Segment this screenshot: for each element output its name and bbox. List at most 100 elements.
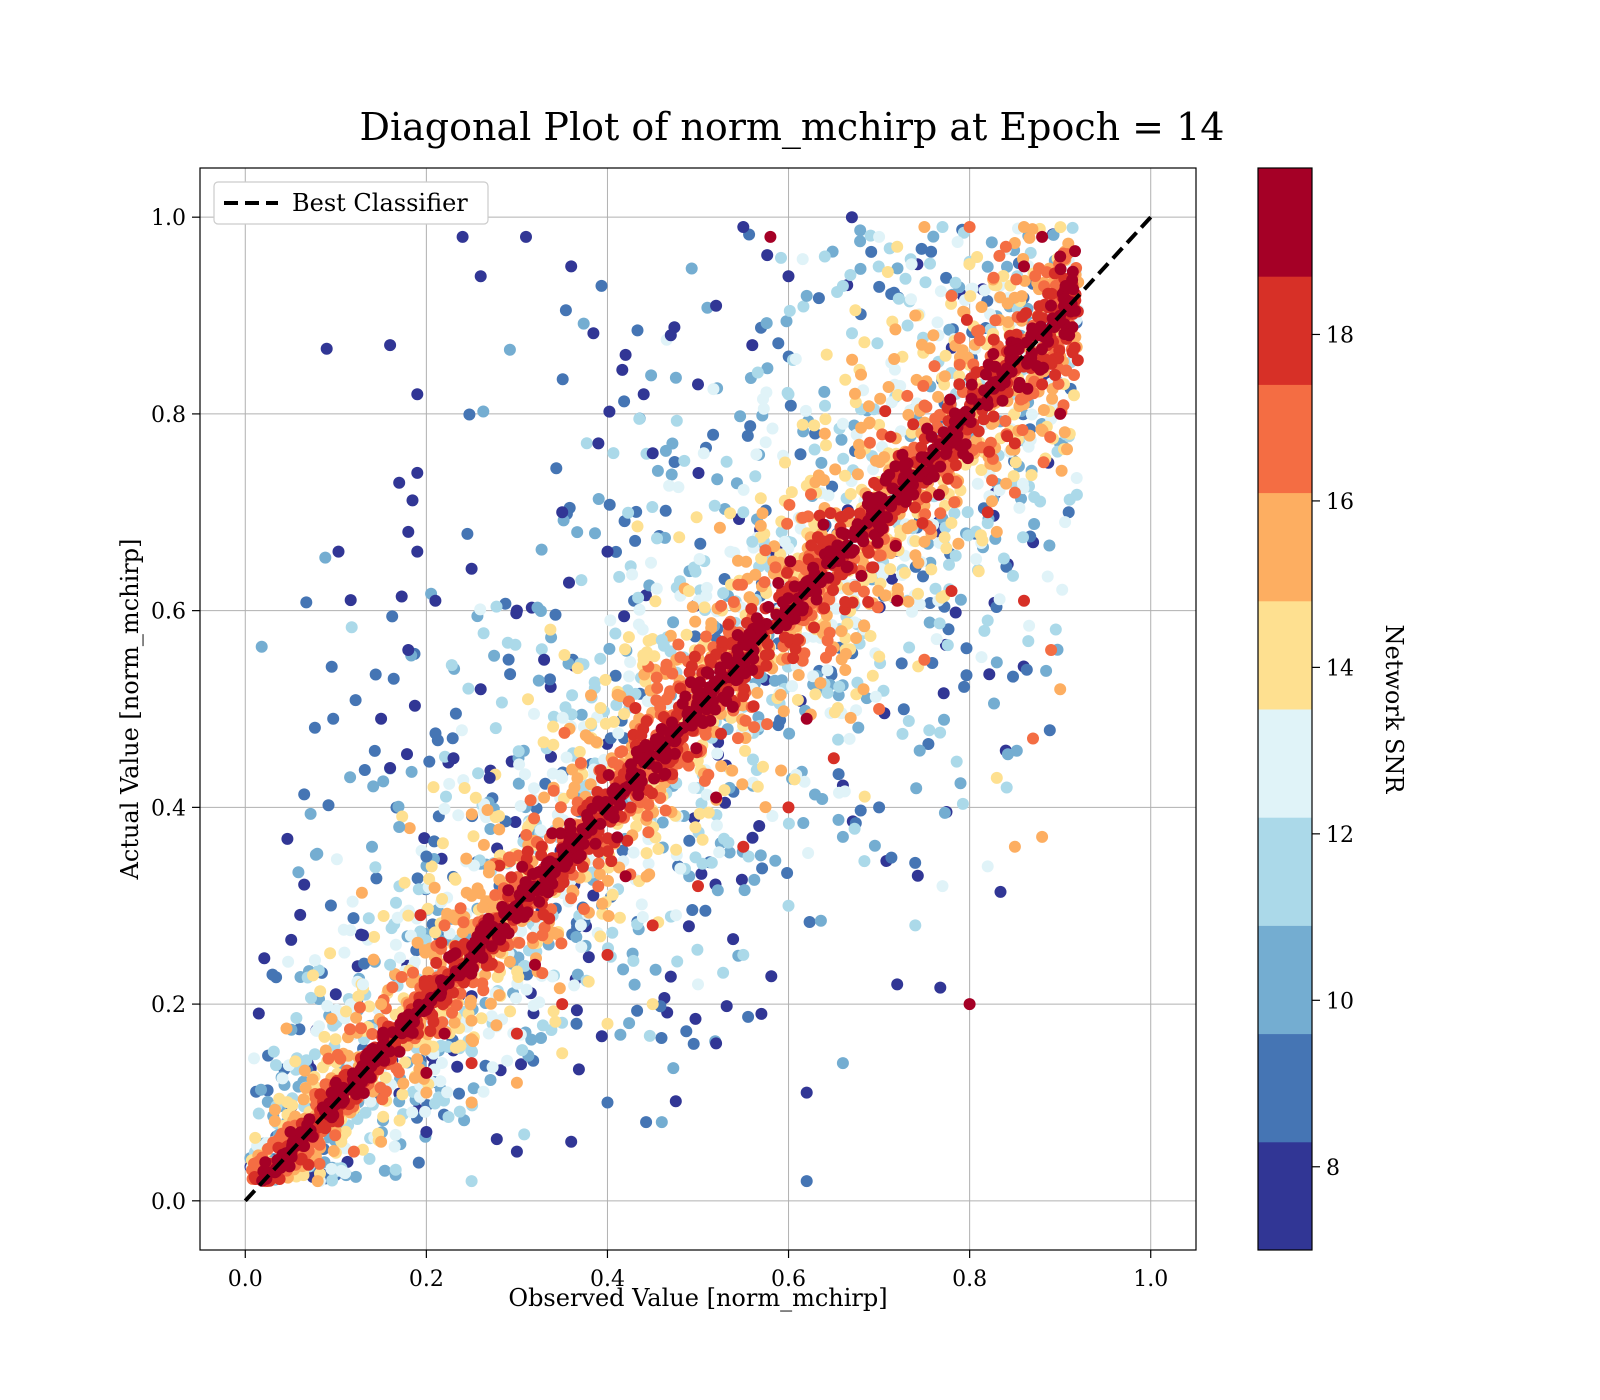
- scatter-point: [997, 552, 1010, 565]
- scatter-point: [990, 771, 1003, 784]
- scatter-point: [945, 585, 958, 597]
- x-tick-label: 0.2: [409, 1267, 444, 1292]
- scatter-point: [398, 876, 411, 889]
- scatter-point: [503, 343, 516, 356]
- scatter-point: [938, 806, 951, 819]
- scatter-point: [457, 916, 470, 929]
- scatter-point: [1049, 369, 1062, 381]
- scatter-point: [901, 491, 913, 504]
- scatter-point: [766, 810, 779, 822]
- scatter-point: [1068, 341, 1081, 354]
- scatter-point: [648, 772, 661, 785]
- scatter-point: [411, 872, 424, 885]
- scatter-point: [252, 1107, 265, 1120]
- scatter-point: [592, 437, 605, 450]
- scatter-point: [495, 696, 508, 709]
- scatter-point: [532, 674, 545, 687]
- scatter-point: [536, 1019, 549, 1032]
- scatter-point: [924, 257, 936, 270]
- scatter-point: [637, 388, 650, 401]
- colorbar-tick-label: 8: [1326, 1156, 1340, 1181]
- scatter-point: [814, 914, 827, 927]
- scatter-point: [605, 855, 618, 868]
- scatter-point: [832, 733, 845, 746]
- scatter-point: [835, 526, 848, 539]
- colorbar-tick-label: 16: [1326, 490, 1354, 515]
- scatter-point: [864, 630, 877, 642]
- scatter-point: [759, 649, 772, 662]
- scatter-point: [692, 467, 705, 479]
- scatter-point: [749, 568, 762, 581]
- scatter-point: [715, 599, 728, 612]
- colorbar-label: Network SNR: [1380, 625, 1408, 795]
- scatter-point: [742, 850, 755, 863]
- scatter-point: [1000, 781, 1013, 794]
- legend-label-best-classifier: Best Classifier: [292, 189, 468, 217]
- scatter-point: [404, 1009, 417, 1022]
- scatter-point: [721, 686, 734, 699]
- scatter-point: [894, 380, 907, 392]
- scatter-point: [866, 561, 879, 574]
- scatter-point: [782, 817, 795, 830]
- scatter-point: [839, 373, 852, 386]
- scatter-point: [835, 625, 848, 638]
- scatter-point: [1063, 329, 1076, 342]
- scatter-point: [889, 539, 902, 552]
- scatter-point: [1029, 270, 1042, 282]
- scatter-point: [418, 832, 431, 845]
- scatter-point: [589, 837, 602, 850]
- scatter-point: [383, 1045, 396, 1058]
- scatter-point: [570, 1004, 583, 1017]
- scatter-point: [905, 258, 918, 271]
- scatter-point: [902, 715, 915, 727]
- scatter-point: [547, 926, 560, 939]
- scatter-point: [280, 1022, 293, 1035]
- scatter-point: [363, 1000, 376, 1013]
- scatter-point: [612, 727, 625, 740]
- scatter-point: [688, 650, 701, 663]
- scatter-point: [498, 922, 511, 935]
- scatter-point: [938, 713, 950, 726]
- scatter-point: [850, 632, 863, 644]
- scatter-point: [607, 715, 620, 728]
- scatter-point: [335, 1164, 348, 1177]
- scatter-point: [720, 1000, 733, 1013]
- scatter-point: [515, 1058, 527, 1071]
- scatter-point: [789, 642, 802, 655]
- scatter-point: [711, 884, 724, 897]
- scatter-point: [384, 762, 397, 774]
- scatter-point: [817, 474, 830, 486]
- scatter-point: [531, 601, 544, 614]
- scatter-point: [906, 605, 918, 618]
- scatter-point: [419, 1043, 432, 1056]
- scatter-point: [865, 245, 878, 258]
- scatter-point: [918, 451, 931, 464]
- scatter-point: [503, 955, 516, 968]
- scatter-point: [846, 353, 859, 366]
- scatter-point: [516, 1044, 529, 1057]
- scatter-point: [766, 422, 779, 435]
- scatter-point: [601, 1096, 614, 1109]
- scatter-point: [1045, 287, 1058, 300]
- scatter-point: [803, 916, 816, 928]
- scatter-point: [515, 925, 528, 938]
- scatter-point: [1054, 263, 1067, 276]
- scatter-point: [880, 471, 893, 484]
- scatter-point: [463, 408, 476, 421]
- scatter-point: [930, 633, 943, 646]
- scatter-point: [585, 717, 597, 730]
- scatter-point: [556, 506, 569, 519]
- y-tick-label: 0.4: [151, 796, 186, 821]
- scatter-point: [886, 482, 899, 495]
- scatter-point: [667, 1062, 680, 1075]
- x-tick-label: 0.6: [771, 1267, 806, 1292]
- scatter-point: [872, 260, 885, 273]
- scatter-point: [592, 493, 605, 505]
- scatter-point: [406, 1106, 419, 1119]
- scatter-point: [454, 1039, 467, 1052]
- scatter-point: [547, 720, 560, 733]
- scatter-point: [871, 601, 884, 614]
- scatter-point: [355, 1022, 367, 1035]
- scatter-point: [843, 732, 856, 745]
